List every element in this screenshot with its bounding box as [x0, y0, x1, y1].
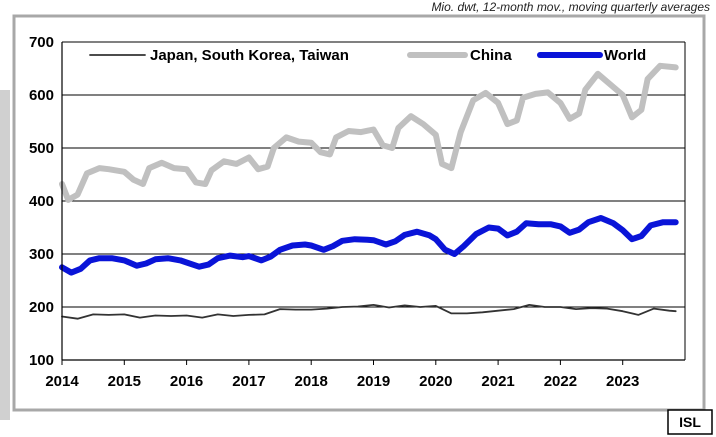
x-tick-label: 2014	[45, 373, 79, 390]
x-tick-label: 2019	[357, 373, 390, 390]
series-line-china	[59, 62, 679, 203]
y-tick-label: 200	[29, 299, 54, 316]
source-badge: ISL	[667, 409, 713, 435]
x-tick-label: 2023	[606, 373, 639, 390]
y-tick-label: 100	[29, 352, 54, 369]
source-badge-box	[667, 409, 713, 435]
legend-label: China	[470, 47, 512, 64]
x-tick-label: 2018	[295, 373, 328, 390]
source-badge-label: ISL	[679, 414, 701, 430]
y-tick-label: 700	[29, 34, 54, 51]
x-tick-label: 2015	[108, 373, 141, 390]
legend-label: World	[604, 47, 646, 64]
y-tick-label: 600	[29, 87, 54, 104]
x-tick-label: 2021	[481, 373, 514, 390]
axes	[61, 42, 686, 365]
series-line-japan-south-korea-taiwan	[61, 304, 677, 320]
y-tick-label: 400	[29, 193, 54, 210]
series-line-world	[59, 215, 679, 276]
legend-label: Japan, South Korea, Taiwan	[150, 47, 349, 64]
left-edge-strip	[0, 90, 10, 420]
y-tick-label: 500	[29, 140, 54, 157]
x-tick-label: 2022	[544, 373, 577, 390]
header-note: Mio. dwt, 12-month mov., moving quarterl…	[431, 0, 710, 14]
x-tick-label: 2016	[170, 373, 203, 390]
legend: Japan, South Korea, Taiwan China World	[89, 47, 646, 64]
x-tick-labels: 2014 2015 2016 2017 2018 2019 2020 2021 2022 2023	[45, 373, 639, 390]
x-tick-label: 2017	[232, 373, 265, 390]
y-tick-labels: 100 200 300 400 500 600 700	[29, 34, 54, 369]
x-tick-label: 2020	[419, 373, 452, 390]
y-tick-label: 300	[29, 246, 54, 263]
series-lines	[59, 62, 679, 320]
